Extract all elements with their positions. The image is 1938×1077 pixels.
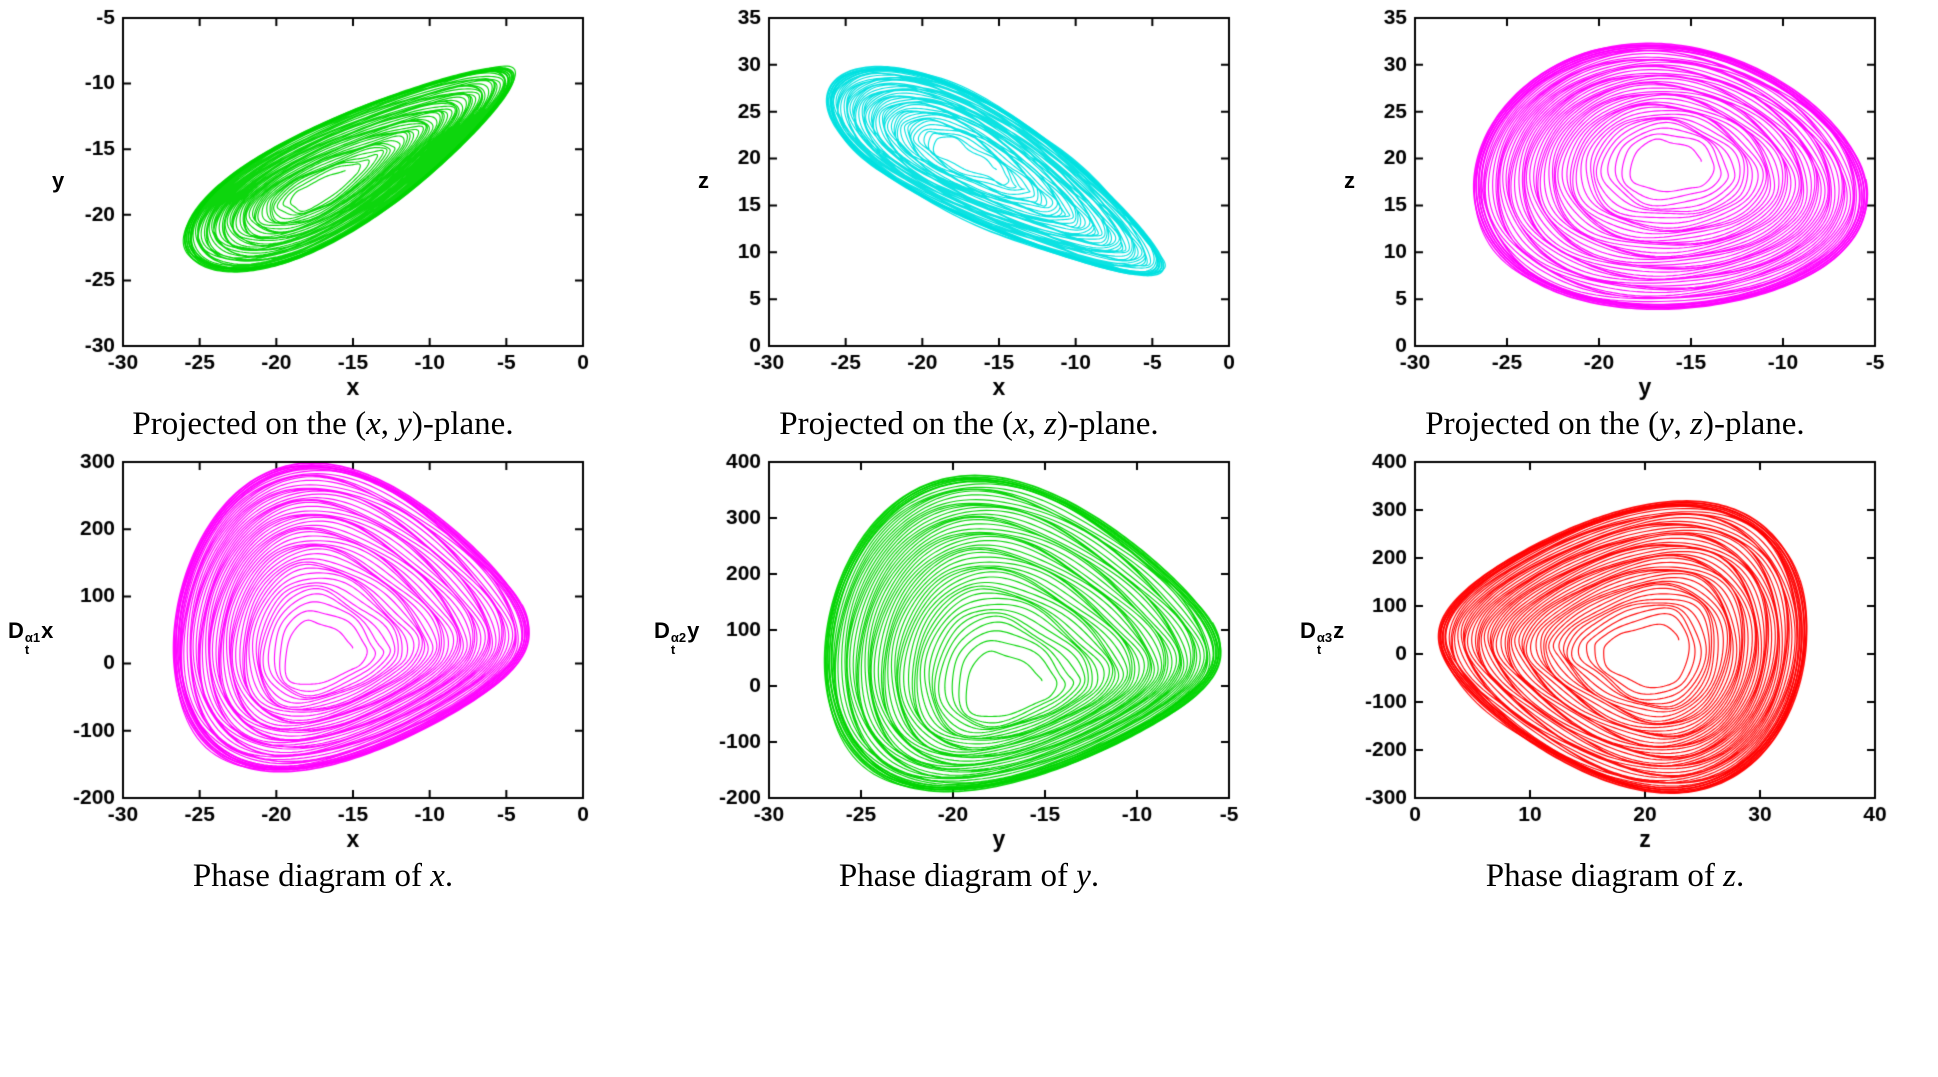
- caption-text: .: [1090, 858, 1100, 894]
- figure-grid: y Projected on the (x, y)-plane. z Proje…: [0, 6, 1938, 902]
- caption-math-symbol: x: [1012, 406, 1028, 442]
- panel-caption: Phase diagram of x.: [193, 858, 453, 902]
- phase-plot-canvas-dy: [689, 450, 1249, 854]
- y-axis-label-main: z: [698, 168, 709, 193]
- caption-math-symbol: z: [1044, 406, 1057, 442]
- panel-caption: Projected on the (x, y)-plane.: [132, 406, 513, 450]
- y-axis-label-variable: z: [1333, 618, 1345, 643]
- caption-text: Phase diagram of: [838, 858, 1077, 894]
- caption-text: Phase diagram of: [192, 858, 431, 894]
- caption-math-symbol: y: [397, 406, 412, 442]
- caption-math-symbol: z: [1723, 858, 1736, 894]
- caption-text: )-plane.: [411, 406, 514, 442]
- caption-text: )-plane.: [1056, 406, 1159, 442]
- caption-text: Projected on the (: [779, 406, 1013, 442]
- panel-yz-plane: z Projected on the (y, z)-plane.: [1292, 6, 1938, 450]
- phase-plot-canvas-xy: [43, 6, 603, 402]
- y-axis-label-main: D: [1300, 618, 1316, 643]
- caption-text: Phase diagram of: [1485, 858, 1724, 894]
- caption-text: ,: [1673, 406, 1691, 442]
- panel-xz-plane: z Projected on the (x, z)-plane.: [646, 6, 1292, 450]
- caption-math-symbol: y: [1658, 406, 1674, 442]
- y-axis-label-superscript: α1: [24, 630, 41, 645]
- panel-caption: Phase diagram of y.: [839, 858, 1099, 902]
- y-axis-label-main: D: [654, 618, 670, 643]
- caption-text: Projected on the (: [1425, 406, 1659, 442]
- y-axis-label-variable: x: [41, 618, 54, 643]
- panel-xy-plane: y Projected on the (x, y)-plane.: [0, 6, 646, 450]
- y-axis-label-script-stack: α3 t: [1316, 630, 1333, 657]
- y-axis-label-subscript: t: [1316, 642, 1322, 657]
- caption-text: ,: [1027, 406, 1045, 442]
- panel-caption: Projected on the (y, z)-plane.: [1425, 406, 1804, 450]
- y-axis-label-subscript: t: [24, 642, 30, 657]
- y-axis-label-main: D: [8, 618, 24, 643]
- panel-caption: Phase diagram of z.: [1486, 858, 1744, 902]
- y-axis-label-superscript: α3: [1316, 630, 1333, 645]
- y-axis-label: z: [1344, 168, 1355, 194]
- caption-text: ,: [380, 406, 398, 442]
- caption-text: .: [1735, 858, 1745, 894]
- caption-text: Projected on the (: [132, 406, 367, 442]
- y-axis-label-superscript: α2: [670, 630, 687, 645]
- caption-math-symbol: x: [430, 858, 445, 894]
- y-axis-label: z: [698, 168, 709, 194]
- caption-text: .: [444, 858, 454, 894]
- caption-text: )-plane.: [1702, 406, 1805, 442]
- phase-plot-canvas-dz: [1335, 450, 1895, 854]
- caption-math-symbol: x: [366, 406, 381, 442]
- phase-plot-canvas-yz: [1335, 6, 1895, 402]
- y-axis-label-script-stack: α1 t: [24, 630, 41, 657]
- y-axis-label: y: [52, 168, 64, 194]
- y-axis-label-main: y: [52, 168, 65, 193]
- caption-math-symbol: y: [1076, 858, 1091, 894]
- y-axis-label-variable: y: [687, 618, 700, 643]
- phase-plot-canvas-dx: [43, 450, 603, 854]
- caption-math-symbol: z: [1690, 406, 1703, 442]
- y-axis-label-script-stack: α2 t: [670, 630, 687, 657]
- phase-plot-canvas-xz: [689, 6, 1249, 402]
- y-axis-label-subscript: t: [670, 642, 676, 657]
- panel-caption: Projected on the (x, z)-plane.: [779, 406, 1158, 450]
- y-axis-label-main: z: [1344, 168, 1355, 193]
